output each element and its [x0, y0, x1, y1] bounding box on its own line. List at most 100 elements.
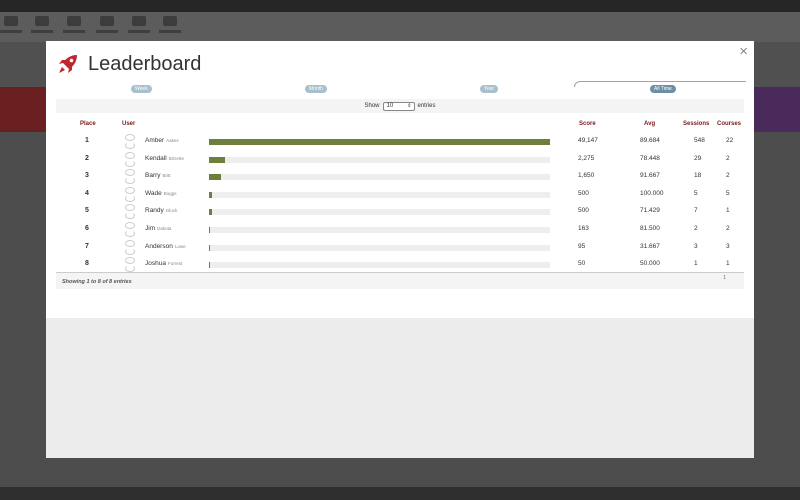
score-bar-fill — [209, 262, 210, 269]
avg-cell: 78.448 — [640, 154, 660, 162]
table-row: 5 Randy Gluck 500 71.429 7 1 — [56, 204, 744, 221]
user-last-name: Britt — [162, 173, 171, 179]
table-info: Showing 1 to 8 of 8 entries — [62, 279, 132, 285]
courses-cell: 1 — [726, 207, 730, 215]
courses-cell: 2 — [726, 154, 730, 162]
active-tab-outline — [574, 81, 746, 87]
avg-cell: 50.000 — [640, 260, 660, 268]
avg-cell: 100.000 — [640, 189, 664, 197]
close-icon[interactable]: × — [739, 43, 748, 60]
place-cell: 4 — [85, 189, 89, 197]
avatar — [124, 186, 136, 203]
user-last-name: Dakota — [157, 226, 172, 231]
score-cell: 50 — [578, 260, 586, 268]
user-last-name: Brizette — [168, 155, 184, 161]
place-cell: 7 — [85, 242, 89, 250]
entries-length: Show 10 ⇕ entries — [56, 99, 744, 113]
select-arrows-icon: ⇕ — [407, 102, 412, 109]
courses-cell: 2 — [726, 172, 730, 180]
place-cell: 1 — [85, 137, 89, 144]
user-cell[interactable]: Randy Gluck — [145, 207, 177, 214]
modal-header: Leaderboard — [56, 51, 201, 77]
table-row: 1 Amber Aakes 49,147 89.684 548 22 — [56, 134, 744, 151]
user-last-name: Aakes — [166, 138, 179, 143]
avatar — [124, 239, 136, 256]
score-bar-track — [209, 191, 550, 198]
entries-label: entries — [417, 103, 436, 109]
sessions-cell: 548 — [694, 137, 705, 144]
score-cell: 1,650 — [578, 172, 595, 180]
pagination-page[interactable]: 1 — [723, 275, 726, 281]
user-last-name: Forrest — [167, 261, 183, 267]
col-header-courses[interactable]: Courses — [717, 121, 742, 127]
avatar — [124, 204, 136, 220]
user-first-name: Anderson — [145, 242, 173, 250]
rocket-icon — [59, 55, 77, 73]
avg-cell: 89.684 — [640, 137, 660, 144]
sessions-cell: 1 — [694, 260, 698, 268]
place-cell: 8 — [85, 260, 89, 268]
score-bar-fill — [209, 139, 550, 145]
background-topbar — [0, 0, 800, 12]
table-row: 2 Kendall Brizette 2,275 78.448 29 2 — [56, 151, 744, 169]
user-cell[interactable]: Joshua Forrest — [145, 260, 182, 267]
user-last-name: Gluck — [165, 208, 178, 214]
tab-month[interactable]: Month — [305, 85, 327, 93]
period-tabs: Week Month Year All Time — [56, 81, 746, 95]
sessions-cell: 7 — [694, 207, 698, 215]
modal-body: × Leaderboard Week Month Year All Time S… — [46, 41, 754, 318]
col-header-score[interactable]: Score — [579, 121, 596, 127]
show-label: Show — [364, 103, 380, 109]
score-cell: 500 — [578, 207, 589, 215]
sessions-cell: 18 — [694, 172, 702, 180]
avatar — [124, 257, 136, 273]
place-cell: 5 — [85, 207, 89, 215]
score-bar-track — [209, 244, 550, 251]
user-first-name: Jim — [145, 225, 156, 232]
avg-cell: 91.667 — [640, 172, 660, 180]
table-row: 6 Jim Dakota 163 81.500 2 2 — [56, 222, 744, 239]
avg-cell: 81.500 — [640, 225, 660, 232]
score-cell: 2,275 — [578, 154, 595, 162]
user-last-name: Lowe — [174, 243, 186, 249]
table-row: 4 Wade Boggs 500 100.000 5 5 — [56, 186, 744, 204]
user-cell[interactable]: Barry Britt — [145, 172, 171, 179]
user-cell[interactable]: Amber Aakes — [145, 137, 179, 144]
score-bar-track — [209, 227, 550, 233]
col-header-place[interactable]: Place — [80, 121, 96, 127]
courses-cell: 1 — [726, 260, 730, 268]
place-cell: 3 — [85, 172, 89, 180]
tab-all-time[interactable]: All Time — [650, 85, 676, 93]
place-cell: 2 — [85, 154, 89, 162]
avatar — [124, 222, 136, 238]
background-nav — [0, 12, 800, 42]
table-row: 8 Joshua Forrest 50 50.000 1 1 — [56, 257, 744, 274]
user-cell[interactable]: Wade Boggs — [145, 190, 177, 197]
entries-select[interactable]: 10 ⇕ — [382, 101, 415, 111]
courses-cell: 3 — [726, 242, 730, 250]
tab-year[interactable]: Year — [480, 85, 499, 93]
background-banner-right — [754, 87, 800, 132]
col-header-sessions[interactable]: Sessions — [683, 121, 710, 127]
table-divider — [56, 272, 744, 273]
score-bar-track — [209, 139, 550, 145]
avg-cell: 31.667 — [640, 242, 660, 250]
tab-week[interactable]: Week — [131, 85, 152, 93]
user-first-name: Randy — [145, 207, 164, 215]
background-footer — [0, 487, 800, 500]
user-cell[interactable]: Anderson Lowe — [145, 243, 186, 250]
score-bar-fill — [209, 227, 211, 233]
col-header-user[interactable]: User — [122, 121, 136, 127]
score-bar-fill — [209, 209, 213, 216]
table-row: 7 Anderson Lowe 95 31.667 3 3 — [56, 239, 744, 257]
score-cell: 500 — [578, 189, 589, 197]
score-bar-fill — [209, 156, 225, 163]
sessions-cell: 3 — [694, 242, 698, 250]
user-first-name: Barry — [145, 172, 161, 180]
user-cell[interactable]: Jim Dakota — [145, 225, 171, 232]
col-header-avg[interactable]: Avg — [644, 121, 656, 127]
user-cell[interactable]: Kendall Brizette — [145, 155, 184, 162]
user-first-name: Amber — [145, 137, 165, 144]
avatar — [124, 151, 136, 168]
score-bar-track — [209, 262, 550, 269]
